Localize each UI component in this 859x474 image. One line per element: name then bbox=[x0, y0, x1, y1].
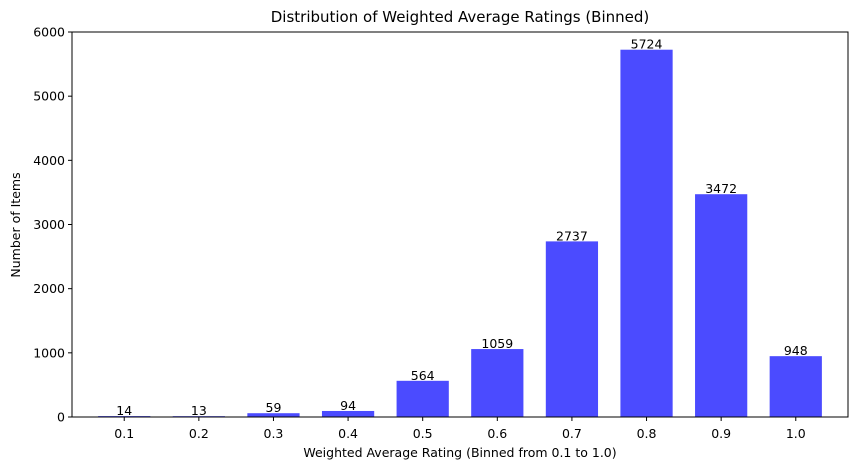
bar-0.5 bbox=[396, 380, 449, 417]
y-tick-label-3000: 3000 bbox=[33, 217, 65, 232]
bar-0.4 bbox=[321, 410, 375, 417]
x-tick-label-0.5: 0.5 bbox=[413, 426, 433, 441]
data-label-0.3: 59 bbox=[266, 400, 282, 415]
x-tick-label-0.2: 0.2 bbox=[189, 426, 209, 441]
x-tick-label-0.8: 0.8 bbox=[637, 426, 657, 441]
data-label-0.7: 2737 bbox=[556, 228, 588, 243]
data-labels-layer: 14 13 59 94 564 1059 2737 5724 3472 948 bbox=[116, 37, 807, 418]
y-tick-label-1000: 1000 bbox=[33, 345, 65, 360]
data-label-0.2: 13 bbox=[191, 403, 207, 418]
bar-0.8 bbox=[620, 49, 673, 418]
y-tick-label-2000: 2000 bbox=[33, 281, 65, 296]
y-tick-label-4000: 4000 bbox=[33, 153, 65, 168]
data-label-0.4: 94 bbox=[340, 398, 356, 413]
x-tick-label-0.7: 0.7 bbox=[562, 426, 582, 441]
data-label-1.0: 948 bbox=[784, 343, 808, 358]
data-label-0.6: 1059 bbox=[481, 336, 513, 351]
x-tick-label-0.9: 0.9 bbox=[711, 426, 731, 441]
x-axis-ticks: 0.1 0.2 0.3 0.4 0.5 0.6 0.7 0.8 0.9 1.0 bbox=[114, 417, 806, 441]
x-tick-label-0.3: 0.3 bbox=[264, 426, 284, 441]
x-tick-label-0.1: 0.1 bbox=[114, 426, 134, 441]
y-tick-label-5000: 5000 bbox=[33, 89, 65, 104]
bars-layer bbox=[98, 49, 822, 418]
x-tick-label-1.0: 1.0 bbox=[786, 426, 806, 441]
data-label-0.5: 564 bbox=[411, 368, 435, 383]
x-axis-label: Weighted Average Rating (Binned from 0.1… bbox=[303, 445, 616, 460]
data-label-0.9: 3472 bbox=[705, 181, 737, 196]
y-tick-label-6000: 6000 bbox=[33, 25, 65, 40]
y-axis-ticks: 0 1000 2000 3000 4000 5000 6000 bbox=[33, 25, 72, 425]
x-tick-label-0.6: 0.6 bbox=[487, 426, 507, 441]
bar-0.3 bbox=[247, 413, 300, 417]
y-tick-label-0: 0 bbox=[57, 410, 65, 425]
x-tick-label-0.4: 0.4 bbox=[338, 426, 358, 441]
bar-0.7 bbox=[545, 241, 599, 417]
bar-0.9 bbox=[695, 194, 748, 417]
data-label-0.1: 14 bbox=[116, 403, 132, 418]
bar-1.0 bbox=[769, 356, 822, 417]
bar-0.6 bbox=[471, 349, 524, 417]
plot-frame bbox=[71, 31, 849, 418]
y-axis-label: Number of Items bbox=[8, 172, 23, 277]
chart-title: Distribution of Weighted Average Ratings… bbox=[271, 8, 650, 26]
data-label-0.8: 5724 bbox=[631, 37, 663, 52]
